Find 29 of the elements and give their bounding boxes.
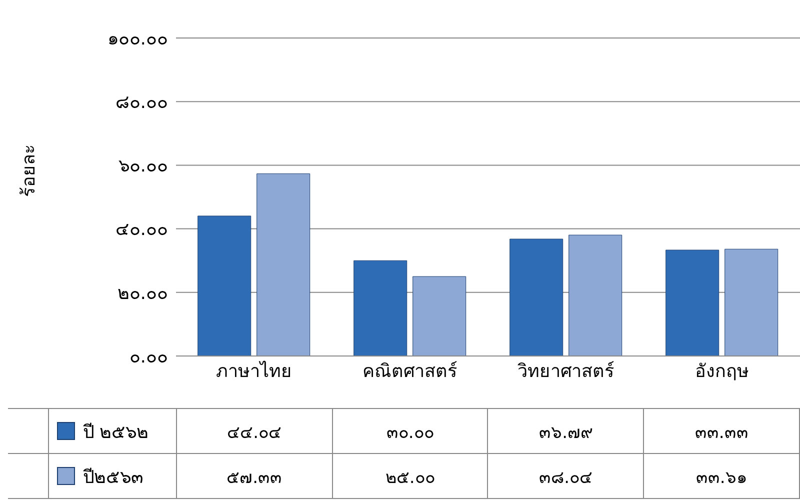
data-label: ๓๓.๖๑ (644, 454, 800, 498)
bar (198, 216, 252, 356)
y-tick-label: ๒๐.๐๐ (117, 282, 168, 304)
y-tick-label: ๖๐.๐๐ (118, 156, 168, 177)
bar (354, 260, 408, 356)
y-tick-label: ๐.๐๐ (129, 346, 168, 368)
data-label: ๓๓.๓๓ (644, 409, 800, 453)
data-label: ๓๐.๐๐ (332, 409, 488, 453)
data-label: ๕๗.๓๓ (176, 454, 333, 498)
bar (724, 248, 778, 356)
data-label: ๓๖.๗๙ (488, 409, 644, 453)
bar (256, 173, 310, 356)
data-label: ๔๔.๐๔ (176, 409, 333, 453)
y-tick-label: ๔๐.๐๐ (115, 219, 168, 240)
x-tick-label: วิทยาศาสตร์ (518, 360, 614, 382)
data-label: ๓๘.๐๔ (488, 454, 644, 498)
bar (510, 238, 564, 356)
y-tick-label: ๘๐.๐๐ (115, 92, 168, 113)
x-tick-label: คณิตศาสตร์ (362, 360, 458, 382)
y-tick-label: ๑๐๐.๐๐ (107, 28, 168, 50)
legend-label: ปี ๒๕๖๒ (83, 420, 149, 444)
x-tick-label: อังกฤษ (695, 360, 749, 382)
data-label: ๒๕.๐๐ (332, 454, 488, 498)
y-axis-title: ร้อยละ (18, 144, 40, 197)
bar (412, 276, 466, 356)
bar (568, 234, 622, 356)
x-tick-label: ภาษาไทย (216, 360, 292, 382)
bar (666, 250, 720, 356)
legend-label: ปี๒๕๖๓ (83, 466, 143, 490)
